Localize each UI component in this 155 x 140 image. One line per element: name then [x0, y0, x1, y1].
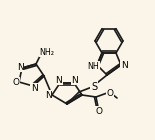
Text: O: O — [95, 107, 102, 116]
Text: N: N — [72, 75, 78, 85]
Text: O: O — [106, 88, 113, 97]
Text: N: N — [45, 90, 51, 100]
Text: N: N — [31, 83, 37, 93]
Text: O: O — [13, 78, 20, 87]
Text: N: N — [121, 60, 127, 69]
Text: N: N — [56, 75, 62, 85]
Text: NH₂: NH₂ — [40, 47, 55, 57]
Text: N: N — [17, 62, 23, 72]
Text: NH: NH — [87, 61, 99, 71]
Text: S: S — [91, 82, 97, 92]
